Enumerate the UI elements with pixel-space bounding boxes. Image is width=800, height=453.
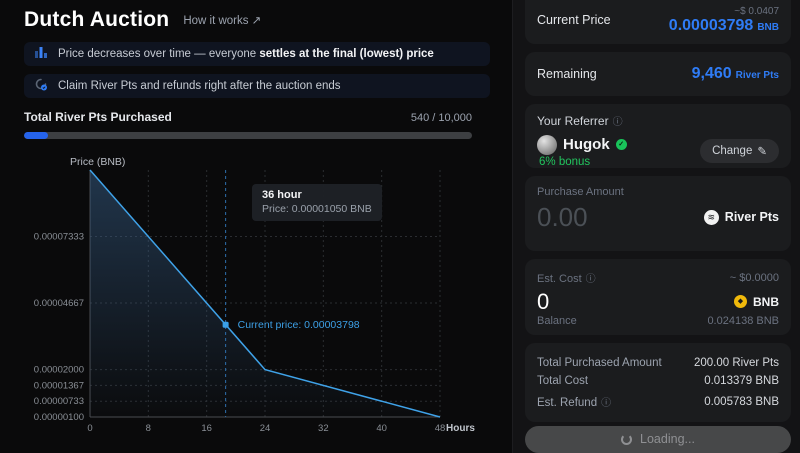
price-area: [90, 170, 440, 417]
remaining-card: Remaining 9,460 River Pts: [525, 52, 791, 96]
current-price-value: 0.00003798: [668, 16, 754, 34]
purchase-panel: Current Price ~$ 0.0407 0.00003798 BNB Re…: [512, 0, 800, 453]
verified-badge-icon: ✓: [615, 139, 627, 151]
current-price-card: Current Price ~$ 0.0407 0.00003798 BNB: [525, 0, 791, 44]
est-refund-label: Est. Refund: [537, 396, 598, 409]
bnb-icon: ◆: [734, 295, 747, 309]
info-row-price-decrease: Price decreases over time — everyone set…: [24, 42, 490, 66]
river-pts-token: ≋ River Pts: [703, 209, 779, 225]
x-axis-title: Hours: [446, 423, 475, 434]
current-price-label: Current price: 0.00003798: [238, 319, 360, 331]
x-tick-label: 16: [201, 423, 212, 434]
referrer-bonus: 6% bonus: [539, 155, 591, 168]
est-cost-label: Est. Cost: [537, 272, 582, 285]
purchase-amount-input[interactable]: [537, 201, 687, 233]
y-axis-title: Price (BNB): [70, 156, 125, 168]
info-row-claim: Claim River Pts and refunds right after …: [24, 74, 490, 98]
info-icon: ⓘ: [601, 397, 612, 409]
progress-label: Total River Pts Purchased: [24, 110, 172, 124]
referrer-label: Your Referrer: [537, 113, 609, 128]
pencil-icon: ✎: [757, 146, 767, 159]
remaining-label: Remaining: [537, 66, 597, 81]
price-chart-svg[interactable]: 0 8 16 24 32 40 48 0.00007333 0.00004667 0.000020…: [20, 153, 500, 445]
balance-value: 0.024138 BNB: [707, 314, 779, 327]
purchase-progress: Total River Pts Purchased 540 / 10,000: [24, 110, 472, 139]
y-tick-label: 0.00001367: [34, 380, 84, 391]
referrer-avatar: [537, 134, 557, 155]
x-tick-label: 8: [146, 423, 151, 434]
bnb-token: ◆ BNB: [734, 295, 779, 309]
progress-fill: [24, 132, 49, 139]
x-tick-label: 48: [435, 423, 446, 434]
x-tick-label: 0: [87, 423, 92, 434]
loading-label: Loading...: [640, 432, 695, 447]
purchase-amount-card: Purchase Amount ≋ River Pts: [525, 175, 791, 251]
y-tick-label: 0.00000100: [34, 412, 84, 423]
est-cost-usd: ~ $0.0000: [729, 271, 779, 284]
summary-row: Est. Refund ⓘ 0.005783 BNB: [537, 393, 779, 411]
est-cost-value: 0: [537, 288, 550, 314]
referrer-card: Your Referrer ⓘ Hugok ✓ 6% bonus Change ✎: [525, 103, 791, 168]
remaining-value: 9,460: [691, 64, 732, 82]
info-icon: ⓘ: [612, 116, 623, 128]
summary-row: Total Cost 0.013379 BNB: [537, 375, 779, 387]
change-referrer-button[interactable]: Change ✎: [700, 139, 779, 164]
summary-row: Total Purchased Amount 200.00 River Pts: [537, 357, 779, 369]
price-line: [89, 169, 441, 418]
x-tick-label: 40: [376, 423, 387, 434]
river-pts-name: River Pts: [724, 210, 779, 225]
river-pts-icon: ≋: [703, 209, 719, 225]
total-purchased-value: 200.00 River Pts: [693, 356, 779, 369]
info-icon: ⓘ: [585, 273, 596, 285]
y-tick-label: 0.00002000: [34, 365, 84, 376]
current-price-label: Current Price: [537, 13, 611, 27]
x-tick-label: 24: [260, 423, 271, 434]
y-tick-label: 0.00007333: [34, 232, 84, 243]
purchase-amount-label: Purchase Amount: [537, 185, 624, 198]
loading-button[interactable]: Loading...: [525, 425, 791, 453]
est-cost-card: Est. Cost ⓘ ~ $0.0000 0 ◆ BNB Balance 0.0…: [525, 258, 791, 335]
how-it-works-link[interactable]: How it works ↗: [183, 15, 262, 27]
bar-chart-icon: [34, 45, 48, 64]
spinner-icon: [621, 433, 633, 445]
progress-count: 540 / 10,000: [410, 112, 472, 124]
current-price-marker: [222, 321, 229, 328]
y-tick-label: 0.00000733: [34, 396, 84, 407]
current-price-unit: BNB: [757, 21, 779, 33]
est-refund-value: 0.005783 BNB: [704, 395, 779, 408]
current-price-usd: ~$ 0.0407: [734, 5, 779, 17]
remaining-unit: River Pts: [735, 69, 779, 81]
total-purchased-label: Total Purchased Amount: [537, 356, 662, 369]
progress-bar: [24, 132, 472, 139]
bnb-name: BNB: [753, 294, 779, 309]
y-tick-label: 0.00004667: [34, 298, 84, 309]
total-cost-label: Total Cost: [537, 374, 589, 387]
info-text: Price decreases over time — everyone set…: [58, 48, 434, 60]
referrer-name: Hugok: [563, 136, 610, 154]
info-text: Claim River Pts and refunds right after …: [58, 80, 341, 92]
x-tick-label: 32: [318, 423, 329, 434]
price-chart[interactable]: 0 8 16 24 32 40 48 0.00007333 0.00004667 0.000020…: [20, 153, 500, 445]
page-header: Dutch Auction How it works ↗: [24, 8, 490, 32]
summary-card: Total Purchased Amount 200.00 River Pts …: [525, 342, 791, 422]
auction-main: Dutch Auction How it works ↗ Price decre…: [20, 8, 500, 445]
total-cost-value: 0.013379 BNB: [704, 374, 779, 387]
claim-refund-icon: [34, 77, 48, 96]
balance-label: Balance: [537, 314, 577, 327]
page-title: Dutch Auction: [24, 8, 170, 31]
